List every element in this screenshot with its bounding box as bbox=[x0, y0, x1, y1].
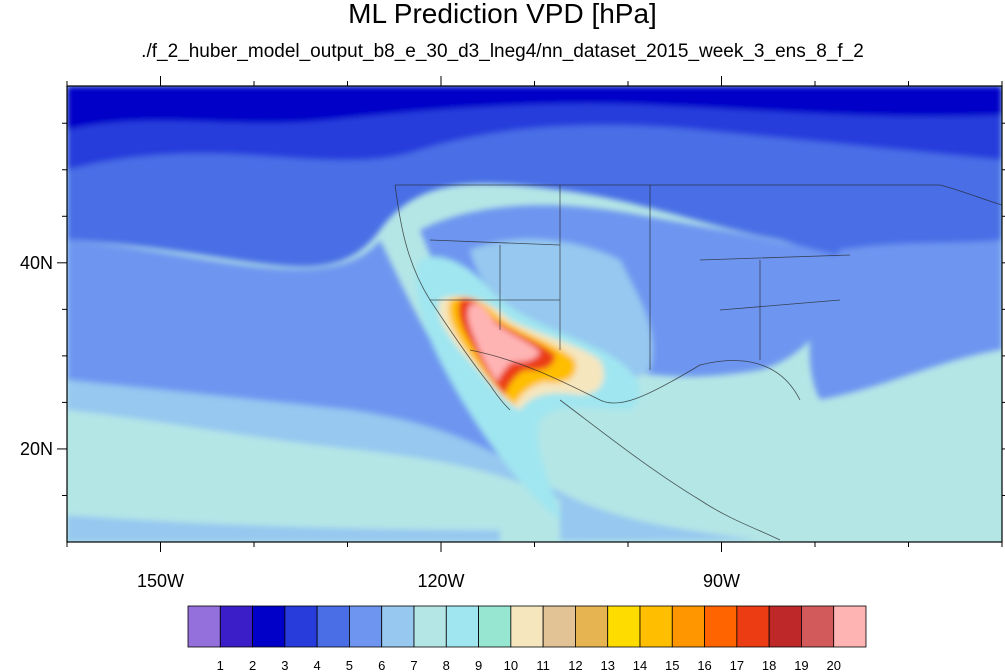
colorbar-label: 7 bbox=[410, 658, 417, 672]
colorbar-label: 15 bbox=[665, 658, 679, 672]
x-tick-label: 90W bbox=[703, 571, 740, 591]
colorbar-label: 4 bbox=[314, 658, 321, 672]
colorbar-swatch bbox=[284, 605, 318, 648]
colorbar-swatch bbox=[671, 605, 705, 648]
vpd-band-plains bbox=[470, 239, 653, 381]
colorbar-label: 16 bbox=[697, 658, 711, 672]
colorbar-swatch bbox=[801, 605, 835, 648]
x-tick-label: 150W bbox=[137, 571, 184, 591]
colorbar-swatch bbox=[542, 605, 576, 648]
colorbar-swatch bbox=[219, 605, 253, 648]
vpd-band-atlantic bbox=[809, 240, 1002, 400]
vpd-band-southwest-peak bbox=[467, 303, 540, 382]
x-tick-label: 120W bbox=[417, 571, 464, 591]
colorbar-swatch bbox=[510, 605, 544, 648]
colorbar-label: 17 bbox=[730, 658, 744, 672]
colorbar-swatch bbox=[607, 605, 641, 648]
colorbar-label: 18 bbox=[762, 658, 776, 672]
colorbar-label: 12 bbox=[568, 658, 582, 672]
colorbar-swatch bbox=[575, 605, 609, 648]
colorbar-swatch bbox=[704, 605, 738, 648]
vpd-band-gulf bbox=[616, 350, 1002, 542]
colorbar: 1 2 3 4 5 6 7 8 9 10 11 12 13 14 15 16 17 18 19 20 bbox=[187, 605, 867, 672]
map-title: ML Prediction VPD [hPa] bbox=[348, 0, 657, 29]
map-plot-area bbox=[67, 86, 1002, 542]
colorbar-swatch bbox=[736, 605, 770, 648]
colorbar-swatch bbox=[833, 605, 867, 648]
colorbar-swatch bbox=[445, 605, 479, 648]
colorbar-label: 2 bbox=[249, 658, 256, 672]
colorbar-label: 1 bbox=[217, 658, 224, 672]
y-tick-label: 20N bbox=[20, 439, 53, 459]
colorbar-swatch bbox=[381, 605, 415, 648]
colorbar-swatch bbox=[252, 605, 286, 648]
colorbar-label: 20 bbox=[826, 658, 840, 672]
colorbar-label: 10 bbox=[504, 658, 518, 672]
colorbar-swatch bbox=[768, 605, 802, 648]
vpd-band-southern bbox=[67, 515, 500, 542]
map-axes: 150W 120W 90W 40N 20N bbox=[20, 76, 1005, 591]
colorbar-label: 8 bbox=[443, 658, 450, 672]
colorbar-swatch bbox=[187, 605, 221, 648]
y-tick-label: 40N bbox=[20, 253, 53, 273]
colorbar-label: 5 bbox=[346, 658, 353, 672]
colorbar-swatch bbox=[413, 605, 447, 648]
colorbar-label: 11 bbox=[536, 658, 550, 672]
colorbar-label: 6 bbox=[378, 658, 385, 672]
colorbar-label: 19 bbox=[794, 658, 808, 672]
colorbar-swatch bbox=[316, 605, 350, 648]
colorbar-label: 14 bbox=[633, 658, 647, 672]
colorbar-label: 3 bbox=[281, 658, 288, 672]
political-boundaries bbox=[394, 184, 1002, 541]
colorbar-label: 13 bbox=[600, 658, 614, 672]
colorbar-label: 9 bbox=[475, 658, 482, 672]
vpd-band-tropical bbox=[67, 410, 560, 542]
colorbar-swatch bbox=[478, 605, 512, 648]
vpd-band-arctic bbox=[67, 86, 1002, 130]
map-subtitle: ./f_2_huber_model_output_b8_e_30_d3_lneg… bbox=[141, 41, 864, 62]
colorbar-swatch bbox=[639, 605, 673, 648]
colorbar-swatch bbox=[349, 605, 383, 648]
vpd-band-mid-pacific bbox=[67, 240, 540, 480]
